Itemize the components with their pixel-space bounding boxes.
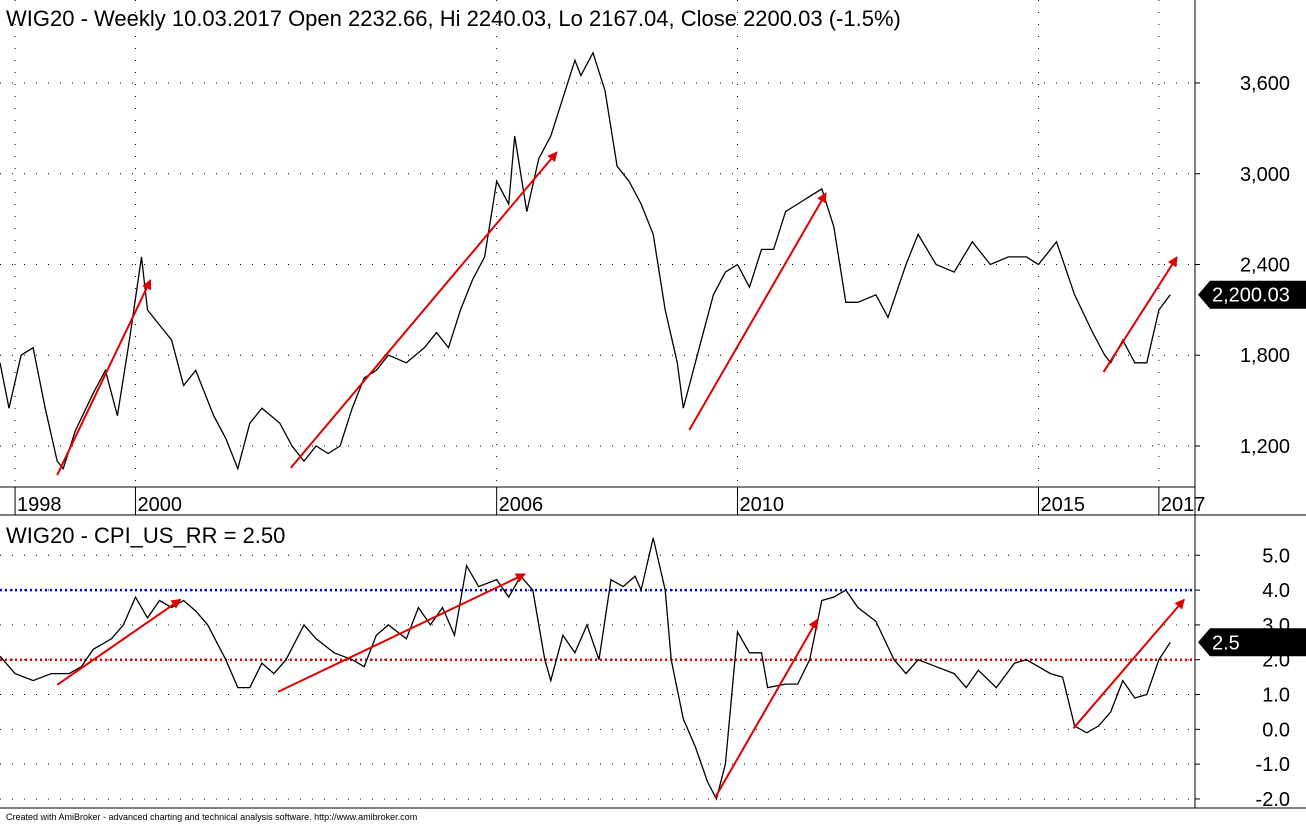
y-tick-label: 1,200	[1240, 436, 1290, 458]
x-tick-label: 2000	[137, 494, 182, 516]
x-tick-label: 2006	[499, 494, 544, 516]
y-tick-label: 1.0	[1262, 685, 1290, 707]
chart-title: WIG20 - CPI_US_RR = 2.50	[6, 523, 285, 548]
chart-title: WIG20 - Weekly 10.03.2017 Open 2232.66, …	[6, 6, 901, 31]
trend-arrow	[688, 192, 827, 431]
last-value-label: 2,200.03	[1212, 285, 1290, 307]
x-tick-label: 2017	[1161, 494, 1206, 516]
last-value-tag	[1198, 628, 1306, 657]
y-tick-label: -1.0	[1256, 754, 1290, 776]
x-tick-label: 2015	[1040, 494, 1085, 516]
trend-arrow	[56, 279, 152, 476]
y-tick-label: 1,800	[1240, 345, 1290, 367]
y-tick-label: 3,000	[1240, 164, 1290, 186]
last-value-tag	[1198, 280, 1306, 309]
series-line	[0, 51, 1171, 471]
footer: Created with AmiBroker - advanced charti…	[6, 812, 417, 822]
last-value-label: 2.5	[1212, 632, 1240, 654]
trend-arrow	[56, 598, 182, 686]
trend-arrow	[290, 151, 558, 469]
x-tick-label: 2010	[739, 494, 784, 516]
trend-arrow	[714, 618, 819, 799]
y-tick-label: 3,600	[1240, 73, 1290, 95]
y-tick-label: -2.0	[1256, 789, 1290, 811]
series-line	[0, 537, 1171, 801]
y-tick-label: 0.0	[1262, 719, 1290, 741]
trend-arrow	[1102, 256, 1178, 373]
y-tick-label: 5.0	[1262, 545, 1290, 567]
y-tick-label: 4.0	[1262, 580, 1290, 602]
trend-arrow	[1072, 598, 1185, 729]
y-tick-label: 2,400	[1240, 255, 1290, 277]
trend-arrow	[277, 573, 526, 693]
x-tick-label: 1998	[17, 494, 62, 516]
